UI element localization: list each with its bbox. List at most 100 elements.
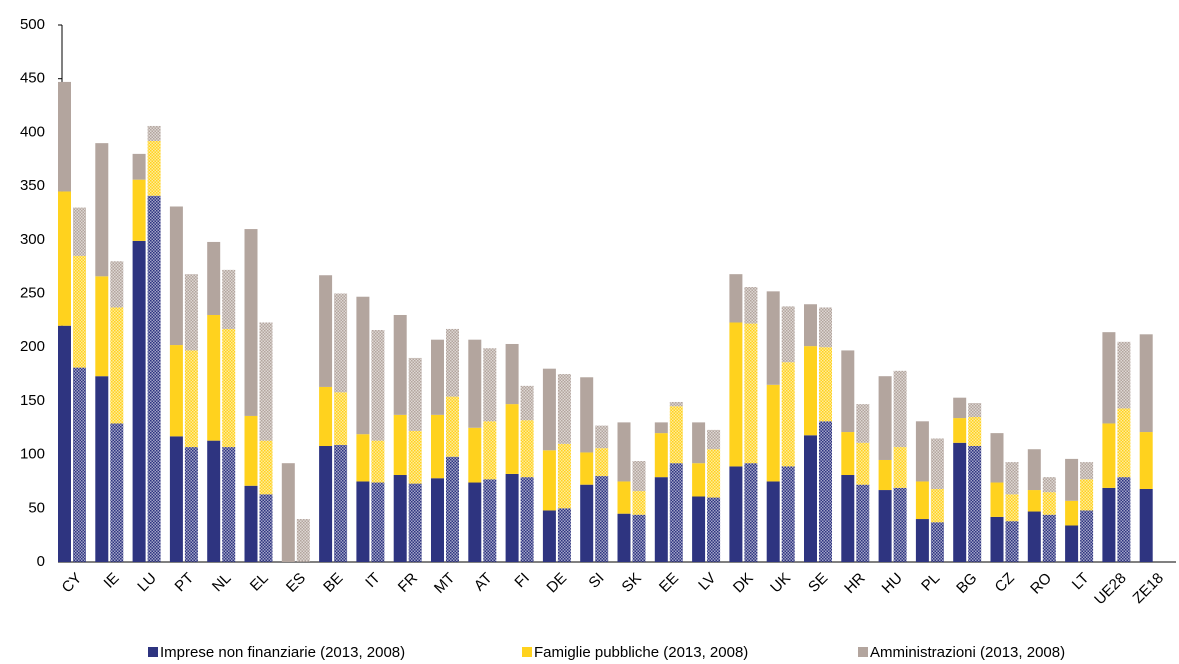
bar-2013 bbox=[1027, 511, 1041, 562]
bar-2013 bbox=[169, 436, 183, 562]
x-tick-label: SK bbox=[619, 570, 645, 596]
x-tick-label: SI bbox=[585, 570, 607, 592]
bar-2013 bbox=[356, 434, 370, 482]
bar-2013 bbox=[953, 397, 967, 419]
bar-2008 bbox=[1117, 341, 1131, 409]
bar-2013 bbox=[692, 422, 706, 464]
bar-2013 bbox=[95, 376, 109, 562]
x-tick-label: CY bbox=[59, 570, 86, 597]
bar-2013 bbox=[878, 459, 892, 491]
bar-2013 bbox=[580, 452, 594, 485]
bar-2008 bbox=[968, 417, 982, 447]
bar-2008 bbox=[147, 140, 161, 196]
bar-2008 bbox=[222, 328, 236, 448]
bar-2008 bbox=[819, 421, 832, 562]
bar-2008 bbox=[632, 491, 646, 515]
bar-2008 bbox=[557, 508, 571, 562]
bar-2008 bbox=[408, 430, 422, 484]
bar-2013 bbox=[393, 414, 407, 476]
bar-2008 bbox=[147, 195, 161, 563]
bar-2008 bbox=[184, 447, 198, 562]
bar-2013 bbox=[468, 427, 482, 483]
y-tick-label: 100 bbox=[20, 446, 45, 463]
x-tick-label: DE bbox=[543, 570, 570, 597]
bar-2008 bbox=[483, 421, 497, 480]
bar-2008 bbox=[819, 347, 832, 422]
bar-2008 bbox=[1005, 462, 1019, 495]
bar-2008 bbox=[1005, 494, 1019, 522]
x-tick-label: RO bbox=[1027, 570, 1055, 598]
x-tick-label: MT bbox=[431, 570, 458, 597]
bar-2013 bbox=[1065, 458, 1079, 501]
x-tick-label: IT bbox=[362, 570, 383, 591]
bar-2008 bbox=[930, 438, 944, 489]
bar-2013 bbox=[729, 274, 743, 323]
bar-2013 bbox=[878, 376, 892, 460]
bar-2008 bbox=[1042, 477, 1056, 493]
bar-2013 bbox=[915, 481, 929, 520]
bar-2013 bbox=[878, 490, 892, 562]
y-tick-label: 50 bbox=[28, 499, 45, 516]
x-tick-label: CZ bbox=[992, 570, 1018, 596]
bar-2008 bbox=[371, 482, 385, 562]
bar-2013 bbox=[766, 291, 780, 385]
y-tick-label: 0 bbox=[37, 553, 45, 570]
bar-2013 bbox=[654, 477, 668, 562]
bar-2013 bbox=[953, 418, 967, 443]
bar-2008 bbox=[781, 306, 795, 363]
bar-2008 bbox=[446, 456, 459, 562]
x-tick-label: EL bbox=[247, 570, 272, 595]
bar-2008 bbox=[184, 350, 198, 448]
x-tick-label: UK bbox=[767, 570, 794, 597]
bar-2013 bbox=[542, 368, 556, 451]
bar-2013 bbox=[580, 377, 594, 453]
bar-2013 bbox=[431, 478, 444, 562]
bar-2013 bbox=[58, 81, 71, 192]
bar-2008 bbox=[1117, 477, 1131, 562]
bar-2008 bbox=[483, 479, 497, 562]
bar-2013 bbox=[729, 322, 743, 467]
x-tick-label: LV bbox=[695, 570, 719, 594]
x-tick-label: IE bbox=[101, 570, 123, 592]
x-tick-label: PL bbox=[918, 570, 943, 595]
bar-2013 bbox=[1027, 490, 1041, 512]
bar-2008 bbox=[520, 477, 534, 562]
bar-2013 bbox=[244, 485, 258, 562]
bar-2013 bbox=[281, 463, 295, 562]
bar-2008 bbox=[1042, 492, 1056, 515]
bar-2008 bbox=[259, 440, 273, 495]
bar-2008 bbox=[707, 497, 721, 562]
bar-2008 bbox=[73, 367, 86, 562]
bar-2008 bbox=[744, 323, 758, 464]
bar-2008 bbox=[595, 425, 609, 449]
bar-2008 bbox=[595, 476, 609, 562]
bar-2008 bbox=[259, 494, 273, 562]
bar-2008 bbox=[557, 374, 571, 444]
bar-2008 bbox=[856, 404, 870, 443]
x-tick-label: BE bbox=[320, 570, 346, 596]
x-tick-label: HR bbox=[841, 570, 868, 597]
bar-2008 bbox=[147, 125, 161, 141]
bar-2013 bbox=[468, 482, 482, 562]
bar-2013 bbox=[915, 519, 929, 562]
x-tick-label: NL bbox=[209, 570, 235, 596]
x-tick-label: LT bbox=[1069, 570, 1093, 594]
bar-2008 bbox=[781, 362, 795, 467]
bar-2008 bbox=[707, 449, 721, 498]
x-tick-label: AT bbox=[471, 570, 496, 595]
y-tick-label: 250 bbox=[20, 284, 45, 301]
bar-2013 bbox=[617, 513, 631, 562]
bar-2008 bbox=[557, 443, 571, 509]
bar-2013 bbox=[95, 276, 109, 377]
y-tick-label: 150 bbox=[20, 392, 45, 409]
x-tick-label: ZE18 bbox=[1130, 570, 1167, 607]
bar-2013 bbox=[356, 296, 370, 435]
bar-2013 bbox=[431, 414, 444, 479]
bar-2013 bbox=[132, 179, 146, 241]
bar-2008 bbox=[222, 447, 236, 562]
bar-2008 bbox=[483, 348, 497, 422]
bar-2013 bbox=[1102, 423, 1116, 488]
bar-2013 bbox=[804, 304, 817, 347]
bar-2008 bbox=[110, 307, 124, 424]
